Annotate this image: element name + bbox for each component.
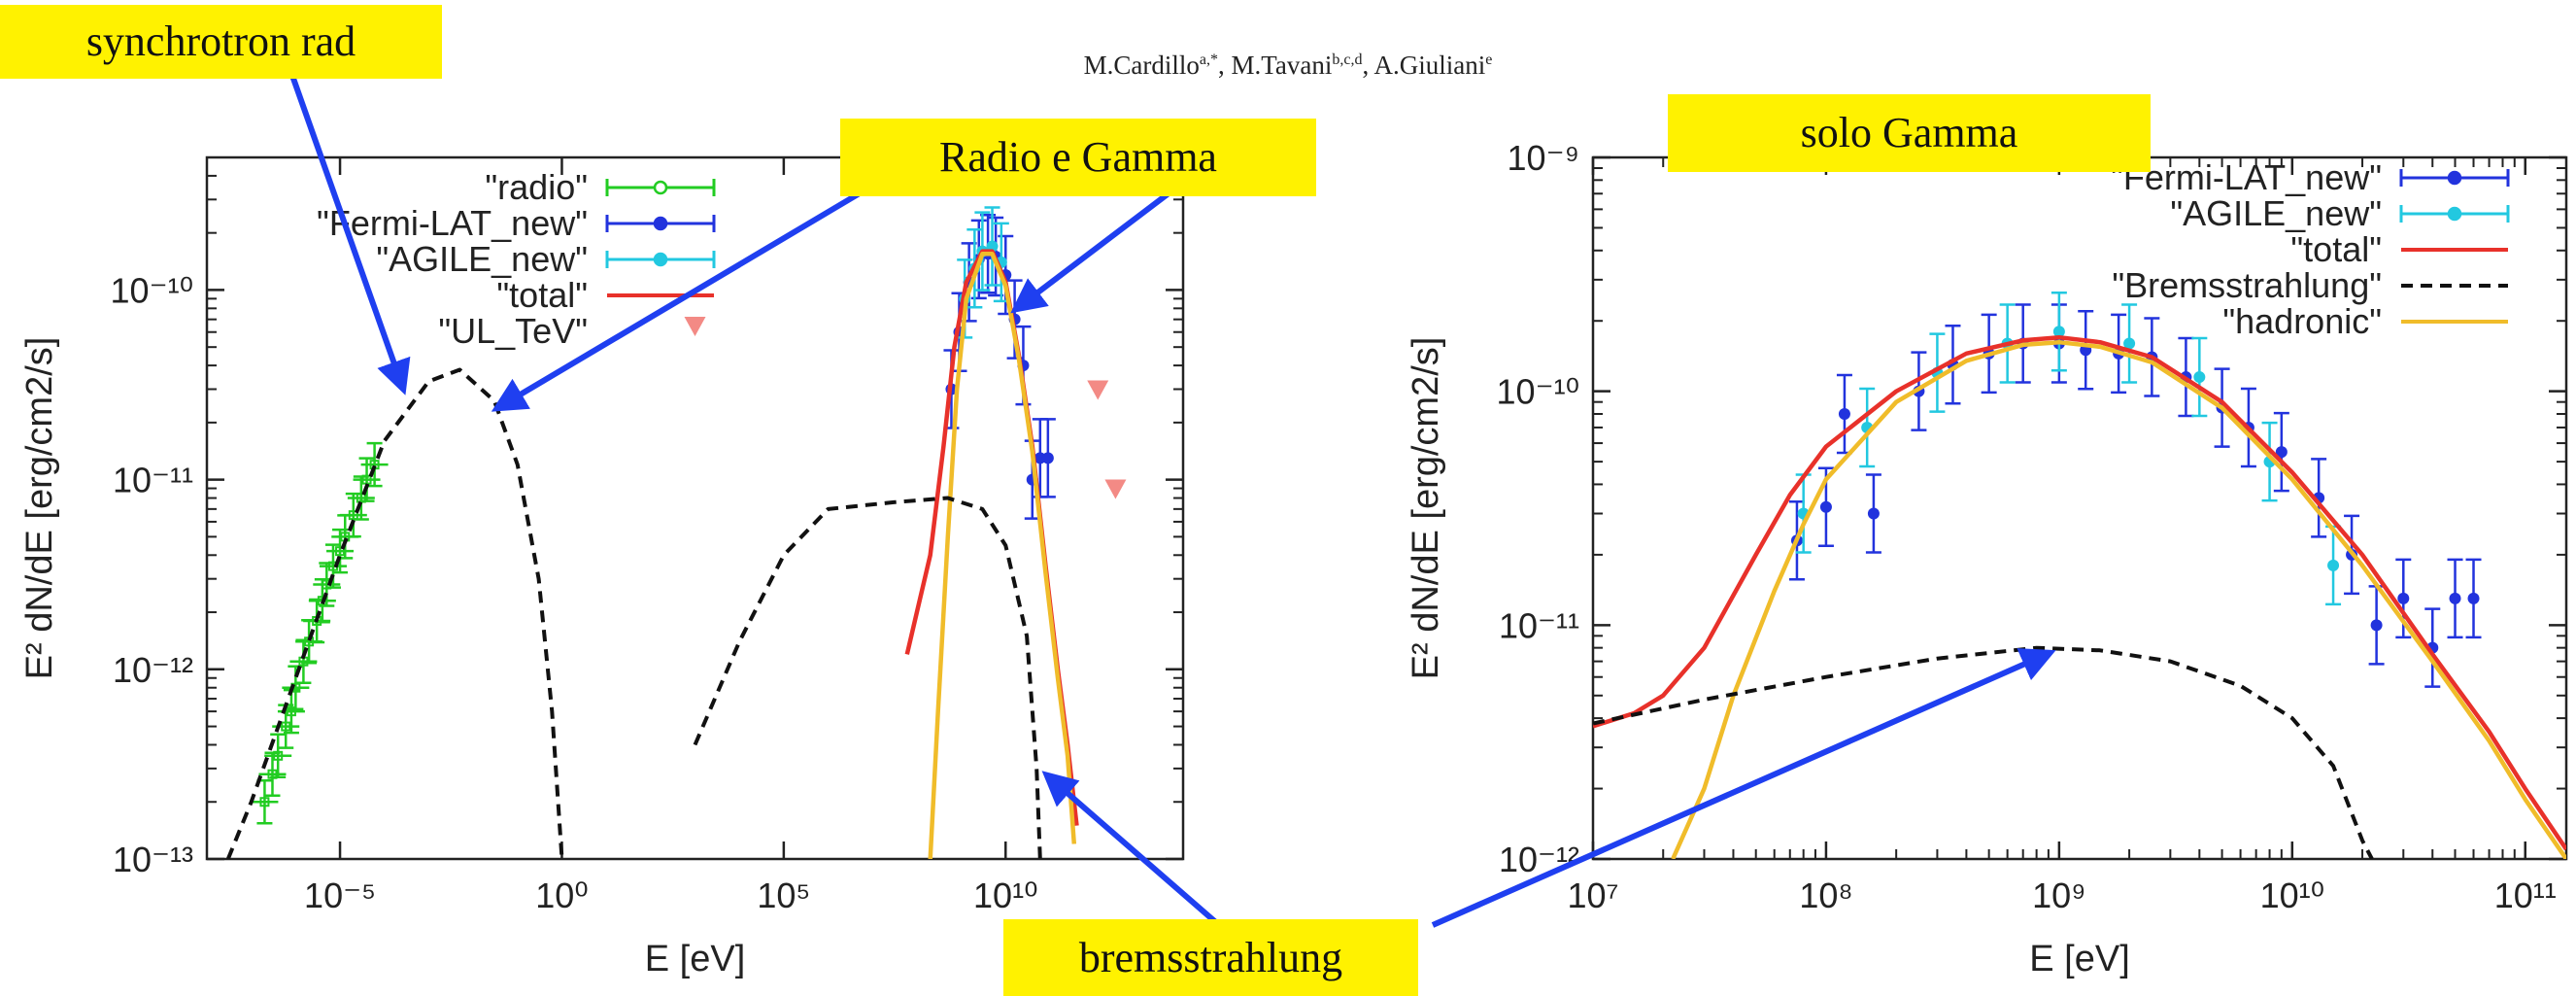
data-point	[2123, 337, 2136, 350]
legend-swatch-marker	[653, 216, 668, 231]
callout-radio-gamma: Radio e Gamma	[840, 119, 1316, 196]
right-plot: 10⁻¹² 10⁻¹¹ 10⁻¹⁰ 10⁻⁹ 10⁷ 10⁸ 10⁹ 10¹⁰ 10¹¹ E [e…	[1406, 138, 2568, 979]
plot-frame	[1591, 155, 2568, 861]
upper-limit-marker	[1203, 612, 1225, 632]
y-tick-label: 10⁻⁹	[1508, 138, 1579, 178]
data-point	[259, 797, 270, 807]
arrow-synchrotron	[288, 71, 411, 395]
y-tick-label: 10⁻¹⁰	[1497, 372, 1579, 412]
legend-label: "Fermi-LAT_new"	[2111, 157, 2382, 197]
series-line	[693, 496, 1042, 859]
upper-limit-marker	[1087, 380, 1109, 400]
series-line	[225, 367, 564, 859]
series-line	[904, 249, 1079, 826]
legend: "Fermi-LAT_new""AGILE_new""total""Bremss…	[2111, 157, 2510, 341]
data-point	[348, 510, 358, 521]
series-line	[1593, 334, 2566, 851]
legend-label: "Fermi-LAT_new"	[317, 203, 588, 243]
callout-synchrotron-label: synchrotron rad	[85, 17, 356, 65]
x-axis-label: E [eV]	[645, 939, 746, 979]
data-point	[2397, 592, 2410, 604]
data-point	[2275, 446, 2288, 459]
data-point	[2467, 592, 2480, 604]
y-tick-label: 10⁻¹³	[113, 840, 193, 879]
legend-label: "Bremsstrahlung"	[2112, 265, 2382, 305]
y-tick-label: 10⁻¹²	[1499, 840, 1579, 879]
x-tick-label: 10¹⁰	[2260, 876, 2324, 915]
arrow-radio-to-gamma	[1010, 182, 1182, 314]
legend: "radio""Fermi-LAT_new""AGILE_new""total"…	[317, 167, 716, 351]
y-tick-label: 10⁻¹²	[113, 650, 193, 690]
data-point	[273, 750, 284, 761]
arrow-brems-left	[1041, 771, 1221, 928]
x-tick-label: 10⁻⁵	[304, 876, 376, 915]
legend-label: "total"	[2290, 229, 2382, 269]
data-point	[1041, 452, 1054, 464]
x-tick-label: 10¹⁰	[973, 876, 1037, 915]
data-point	[1838, 407, 1850, 420]
series-layer	[225, 206, 1225, 859]
authors-text: M.Cardilloa,*, M.Tavanib,c,d, A.Giuliani…	[1083, 51, 1493, 80]
y-tick-label: 10⁻¹¹	[113, 461, 193, 500]
series-line	[1671, 339, 2566, 859]
data-point	[2052, 326, 2065, 338]
x-tick-label: 10⁹	[2032, 876, 2085, 915]
legend-swatch-marker	[2447, 170, 2462, 186]
authors-line: M.Cardilloa,*, M.Tavanib,c,d, A.Giuliani…	[0, 51, 2576, 81]
x-tick-label: 10⁵	[757, 876, 810, 915]
legend-label: "AGILE_new"	[2170, 193, 2382, 233]
data-point	[286, 706, 296, 717]
legend-swatch-marker	[653, 252, 668, 267]
callout-radio-gamma-label: Radio e Gamma	[939, 133, 1217, 181]
data-point	[2327, 559, 2340, 571]
x-tick-label: 10⁸	[1799, 876, 1852, 915]
annotation-arrows	[288, 71, 2056, 928]
data-point	[2193, 371, 2206, 384]
legend-label: "total"	[496, 275, 588, 315]
legend-label: "radio"	[485, 167, 588, 207]
left-plot: 10⁻¹³ 10⁻¹² 10⁻¹¹ 10⁻¹⁰ 10⁻⁵ 10⁰ 10⁵ 10¹⁰ E [eV]…	[19, 155, 1225, 979]
arrow-brems-right	[1431, 648, 2056, 928]
y-axis-label: E² dN/dE [erg/cm2/s]	[1406, 337, 1446, 680]
data-point	[2370, 619, 2383, 632]
legend-swatch-marker	[653, 180, 668, 195]
upper-limit-marker	[684, 316, 706, 336]
callout-synchrotron: synchrotron rad	[0, 5, 442, 79]
series-line	[1593, 645, 2374, 859]
legend-label: "hadronic"	[2222, 301, 2382, 341]
callout-bremsstrahlung-label: bremsstrahlung	[1078, 934, 1343, 981]
series-line	[928, 252, 1077, 859]
legend-swatch-marker	[2447, 206, 2462, 222]
callout-solo-gamma: solo Gamma	[1668, 94, 2151, 172]
data-point	[1867, 507, 1880, 520]
upper-limit-marker	[1104, 479, 1127, 499]
x-axis-label: E [eV]	[2029, 939, 2130, 979]
series-layer	[1593, 291, 2566, 859]
legend-label: "UL_TeV"	[438, 311, 588, 351]
y-tick-label: 10⁻¹¹	[1499, 605, 1579, 645]
data-point	[1819, 500, 1832, 513]
legend-label: "AGILE_new"	[376, 239, 588, 279]
y-tick-label: 10⁻¹⁰	[111, 270, 193, 310]
data-point	[281, 721, 291, 732]
callout-solo-gamma-label: solo Gamma	[1800, 109, 2018, 156]
y-axis-label: E² dN/dE [erg/cm2/s]	[19, 337, 60, 680]
callout-bremsstrahlung: bremsstrahlung	[1003, 919, 1418, 996]
x-tick-label: 10⁷	[1567, 876, 1618, 915]
x-tick-label: 10⁰	[535, 876, 588, 915]
x-tick-label: 10¹¹	[2494, 876, 2557, 915]
arrow-radio-to-synch	[491, 182, 876, 412]
data-point	[2449, 592, 2461, 604]
